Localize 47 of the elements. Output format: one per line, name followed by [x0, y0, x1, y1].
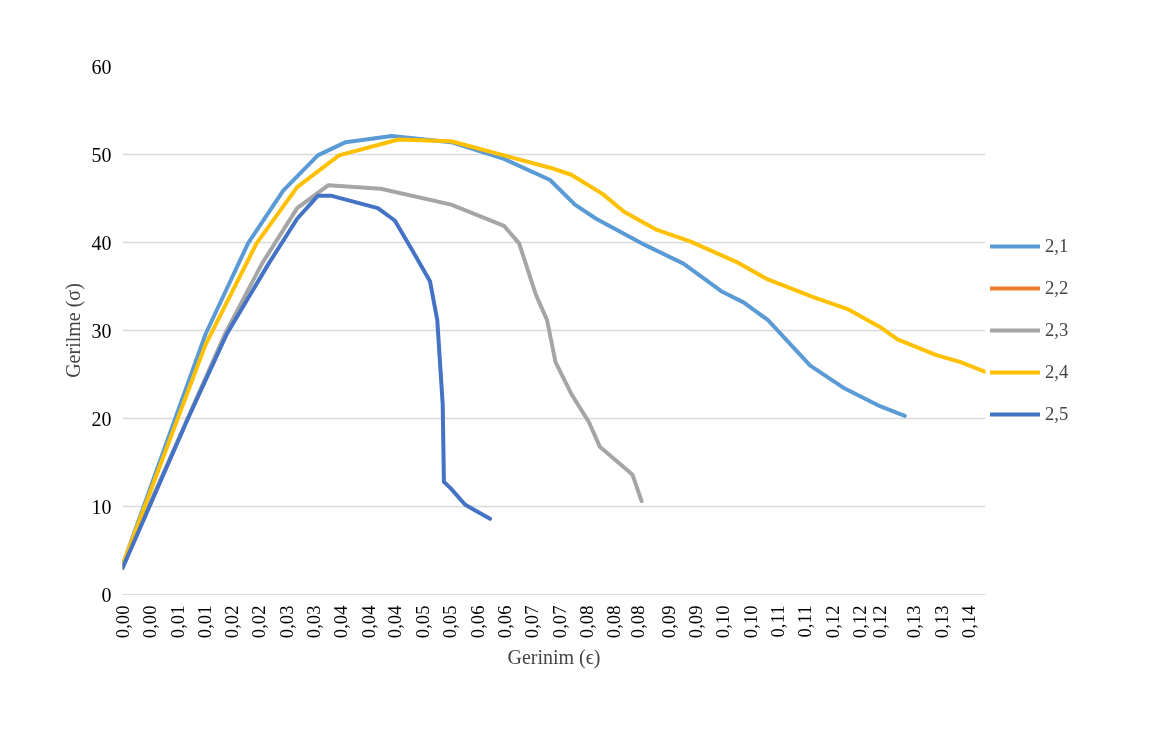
x-tick-label: 0,06: [494, 605, 516, 639]
x-tick-label: 0,11: [766, 605, 788, 638]
x-tick-label: 0,08: [603, 605, 625, 639]
x-tick-label: 0,09: [685, 605, 707, 639]
x-tick-label: 0,04: [384, 604, 406, 639]
legend-label: 2,4: [1045, 361, 1069, 383]
y-tick-label: 10: [91, 495, 112, 518]
x-tick-label: 0,08: [626, 605, 648, 639]
y-axis-title: Gerilme (σ): [61, 283, 85, 378]
legend-label: 2,1: [1045, 235, 1069, 257]
x-tick-label: 0,13: [930, 605, 952, 639]
x-tick-label: 0,12: [821, 605, 843, 639]
x-tick-label: 0,07: [548, 605, 570, 639]
x-tick-label: 0,13: [903, 605, 925, 639]
x-tick-label: 0,10: [712, 605, 734, 639]
x-tick-label: 0,00: [139, 605, 161, 639]
x-tick-label: 0,07: [521, 605, 543, 639]
y-tick-label: 40: [91, 231, 112, 254]
x-tick-label: 0,06: [466, 605, 488, 639]
x-tick-label: 0,12: [869, 605, 891, 639]
y-tick-label: 50: [91, 143, 112, 166]
x-tick-label: 0,00: [112, 605, 133, 639]
legend-label: 2,5: [1045, 403, 1069, 425]
x-tick-label: 0,09: [657, 605, 679, 639]
x-tick-label: 0,12: [848, 605, 870, 639]
y-tick-label: 20: [91, 407, 112, 430]
x-axis-title: Gerinim (ϵ): [507, 646, 601, 670]
x-tick-label: 0,03: [275, 605, 297, 639]
x-tick-label: 0,05: [439, 605, 461, 639]
x-tick-label: 0,05: [412, 605, 434, 639]
legend-label: 2,3: [1045, 319, 1069, 341]
y-tick-label: 0: [101, 583, 112, 606]
x-tick-label: 0,04: [330, 604, 352, 639]
legend-label: 2,2: [1045, 277, 1069, 299]
x-tick-label: 0,14: [958, 604, 980, 639]
x-tick-label: 0,03: [303, 605, 325, 639]
y-tick-label: 60: [91, 55, 112, 78]
line-series: [122, 193, 493, 571]
x-tick-label: 0,08: [575, 605, 597, 639]
x-tick-label: 0,01: [193, 605, 215, 639]
x-tick-label: 0,01: [166, 605, 188, 639]
x-tick-label: 0,02: [248, 605, 270, 639]
y-tick-label: 30: [91, 319, 112, 342]
x-tick-label: 0,11: [794, 605, 816, 638]
x-tick-label: 0,02: [221, 605, 243, 639]
x-tick-label: 0,04: [357, 604, 379, 639]
x-tick-label: 0,10: [739, 605, 761, 639]
